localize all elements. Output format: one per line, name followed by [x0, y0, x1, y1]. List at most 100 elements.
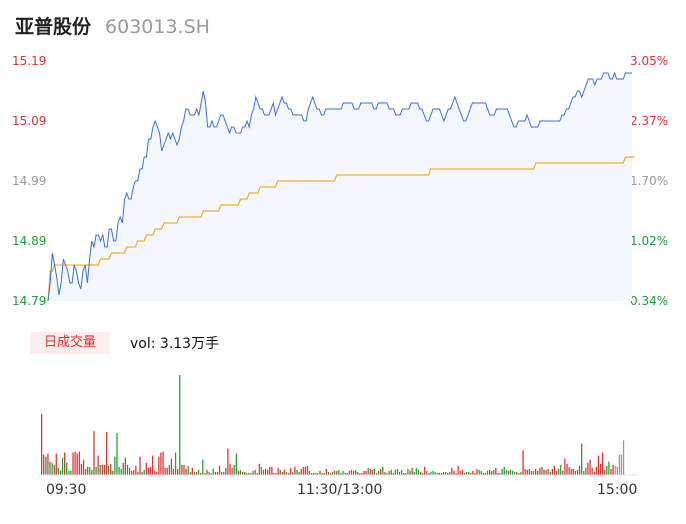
volume-bar [131, 470, 133, 475]
volume-bar [505, 469, 507, 475]
y-tick-right-4: 1.02% [630, 234, 669, 248]
volume-bar [285, 471, 288, 475]
volume-bar [520, 471, 522, 475]
volume-bar [311, 472, 313, 475]
volume-bar [45, 456, 47, 475]
volume-total-text: vol: 3.13万手 [130, 336, 220, 352]
volume-bar [308, 470, 311, 475]
price-line [47, 71, 632, 302]
volume-bar [227, 448, 229, 475]
volume-bar [614, 465, 616, 475]
volume-bar [476, 468, 478, 475]
volume-bar [608, 461, 610, 475]
volume-bar [549, 471, 551, 475]
volume-bar [97, 455, 99, 475]
volume-bar [321, 472, 323, 475]
volume-bar [507, 470, 510, 475]
volume-bar [93, 431, 95, 475]
volume-bar [620, 454, 623, 475]
volume-bar [373, 468, 376, 475]
y-tick-left-2: 15.09 [12, 114, 47, 128]
volume-bar [371, 469, 373, 475]
volume-bar [126, 464, 129, 475]
volume-bar [187, 465, 189, 475]
volume-bar [503, 466, 505, 475]
volume-bar [139, 456, 141, 475]
volume-bar [221, 471, 223, 475]
volume-bar [64, 452, 66, 475]
volume-bar [344, 472, 346, 475]
volume-bar [417, 469, 420, 475]
volume-bar [589, 459, 591, 475]
volume-bar [501, 468, 503, 475]
volume-bar [55, 453, 57, 475]
volume-bar [426, 470, 428, 475]
volume-bar [149, 466, 152, 475]
volume-bar [124, 457, 126, 475]
volume-bar [340, 472, 342, 475]
volume-bar [369, 468, 371, 475]
volume-bar [212, 468, 214, 475]
volume-bar [202, 459, 204, 475]
volume-bar [248, 472, 250, 475]
volume-bar [298, 471, 300, 475]
volume-bar [120, 468, 122, 475]
volume-bar [154, 470, 156, 475]
volume-bar [528, 468, 530, 475]
volume-bar [177, 468, 179, 475]
volume-bar [424, 466, 426, 475]
volume-bar [246, 472, 248, 475]
volume-bar [315, 472, 317, 475]
volume-bar [267, 469, 269, 475]
volume-bar [91, 469, 93, 475]
volume-bar [273, 472, 275, 475]
y-tick-right-2: 2.37% [630, 114, 669, 128]
volume-bar [288, 472, 290, 475]
volume-bar [405, 472, 407, 475]
y-tick-left-4: 14.89 [12, 234, 47, 248]
volume-bar [560, 464, 562, 475]
volume-bar [61, 457, 64, 475]
volume-bar [338, 469, 340, 475]
volume-bar [551, 468, 553, 475]
volume-bar [534, 468, 537, 475]
volume-bar [137, 471, 139, 475]
volume-bar [599, 463, 602, 475]
volume-bar [365, 470, 367, 475]
volume-bar [463, 472, 466, 475]
volume-bar [415, 467, 417, 475]
volume-bar [430, 471, 432, 475]
volume-bar [390, 469, 392, 475]
volume-bar [195, 471, 198, 475]
volume-bar [313, 472, 315, 475]
volume-bar [461, 469, 463, 475]
volume-bar [336, 470, 338, 475]
volume-bar [141, 471, 143, 475]
volume-bar [539, 467, 541, 475]
volume-bar [511, 470, 514, 475]
volume-bar [70, 470, 72, 475]
volume-bar [359, 472, 361, 475]
volume-bar [84, 468, 87, 475]
volume-bar [587, 462, 589, 475]
volume-bar [200, 472, 202, 475]
volume-bar [447, 472, 449, 475]
volume-bar [444, 471, 447, 475]
volume-bar [329, 472, 332, 475]
volume-bar [363, 470, 365, 475]
volume-bar [516, 471, 518, 475]
price-area-fill [48, 73, 632, 301]
volume-bar [553, 465, 556, 475]
volume-bar [327, 471, 330, 475]
volume-bar [151, 455, 154, 475]
volume-bar [237, 470, 240, 475]
volume-bar [95, 466, 97, 475]
volume-bar [572, 468, 574, 475]
volume-bar [401, 469, 403, 475]
volume-bar [555, 470, 558, 475]
volume-bar [103, 464, 106, 475]
volume-bar [585, 467, 587, 475]
volume-bar [319, 470, 321, 475]
volume-bar [578, 465, 581, 475]
volume-panel [38, 375, 636, 476]
